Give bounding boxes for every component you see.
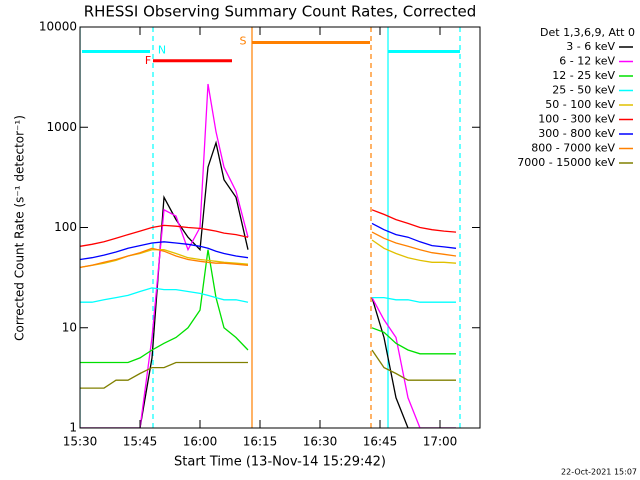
series-line bbox=[80, 239, 457, 269]
y-tick-label: 1 bbox=[69, 421, 77, 435]
y-axis-label: Corrected Count Rate (s⁻¹ detector⁻¹) bbox=[13, 115, 27, 341]
x-tick-label: 16:00 bbox=[183, 435, 218, 449]
series-line bbox=[80, 140, 456, 428]
series-line bbox=[80, 231, 457, 269]
y-tick-label: 10 bbox=[62, 320, 77, 334]
series-line bbox=[80, 349, 456, 389]
series-line bbox=[80, 222, 457, 261]
x-tick-label: 16:15 bbox=[243, 435, 278, 449]
x-tick-label: 15:45 bbox=[123, 435, 158, 449]
series-line bbox=[80, 83, 456, 428]
legend-title: Det 1,3,6,9, Att 0 bbox=[540, 26, 635, 39]
y-tick-label: 100 bbox=[54, 220, 77, 234]
series-line bbox=[80, 287, 456, 303]
flag-label: N bbox=[158, 43, 166, 56]
legend-label: 3 - 6 keV bbox=[566, 40, 615, 53]
legend-label: 800 - 7000 keV bbox=[531, 142, 615, 155]
flag-label: S bbox=[240, 35, 247, 48]
x-tick-label: 16:30 bbox=[303, 435, 338, 449]
y-tick-label: 10000 bbox=[39, 20, 77, 34]
plot-area bbox=[80, 27, 461, 428]
legend-label: 100 - 300 keV bbox=[538, 113, 615, 126]
legend-label: 6 - 12 keV bbox=[559, 55, 615, 68]
x-tick-label: 15:30 bbox=[63, 435, 98, 449]
legend-label: 50 - 100 keV bbox=[545, 98, 615, 111]
legend-label: 300 - 800 keV bbox=[538, 127, 615, 140]
series-line bbox=[80, 209, 457, 247]
x-tick-label: 16:45 bbox=[363, 435, 398, 449]
flag-label: F bbox=[145, 54, 151, 67]
x-tick-label: 17:00 bbox=[423, 435, 458, 449]
chart-title: RHESSI Observing Summary Count Rates, Co… bbox=[84, 3, 477, 21]
y-tick-label: 1000 bbox=[46, 120, 77, 134]
x-axis-label: Start Time (13-Nov-14 15:29:42) bbox=[174, 455, 386, 470]
footer-date: 22-Oct-2021 15:07 bbox=[561, 468, 637, 477]
legend-label: 7000 - 15000 keV bbox=[517, 156, 615, 169]
series-line bbox=[80, 249, 456, 364]
legend-label: 25 - 50 keV bbox=[552, 84, 615, 97]
legend-label: 12 - 25 keV bbox=[552, 69, 615, 82]
